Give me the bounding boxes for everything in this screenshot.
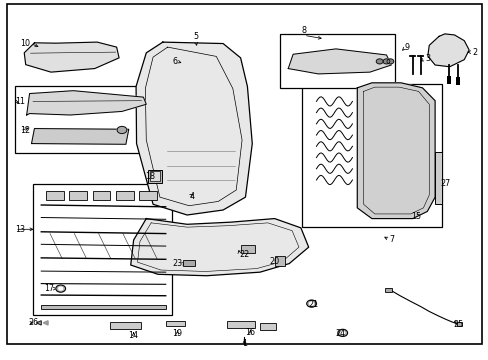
Text: 21: 21 — [308, 300, 318, 309]
Polygon shape — [427, 34, 468, 67]
Bar — [166, 321, 184, 327]
Polygon shape — [136, 42, 252, 215]
Text: 2: 2 — [471, 48, 476, 57]
Text: 10: 10 — [20, 39, 30, 48]
Text: 22: 22 — [239, 250, 249, 259]
Circle shape — [386, 59, 393, 64]
Text: 13: 13 — [15, 225, 25, 234]
Text: 17: 17 — [44, 284, 54, 293]
Text: 23: 23 — [172, 260, 182, 269]
Bar — [274, 256, 285, 266]
Bar — [456, 77, 459, 85]
Text: 3: 3 — [425, 54, 429, 63]
Text: 19: 19 — [172, 329, 182, 338]
Text: 5: 5 — [193, 32, 198, 41]
Circle shape — [59, 287, 62, 290]
Text: 12: 12 — [20, 126, 30, 135]
Bar — [46, 191, 63, 200]
Bar — [139, 191, 157, 200]
Text: 7: 7 — [388, 235, 394, 244]
Bar — [226, 321, 254, 328]
Text: 16: 16 — [245, 328, 255, 337]
Polygon shape — [24, 42, 119, 72]
Text: 8: 8 — [301, 26, 305, 35]
Circle shape — [309, 302, 313, 305]
Text: 9: 9 — [404, 43, 409, 52]
Circle shape — [337, 329, 347, 337]
Bar — [260, 323, 275, 330]
Polygon shape — [43, 321, 48, 325]
Bar — [15, 86, 156, 153]
Text: 1: 1 — [242, 339, 246, 348]
Circle shape — [375, 59, 382, 64]
Bar — [446, 76, 450, 84]
Text: 24: 24 — [335, 329, 345, 338]
Text: 27: 27 — [439, 179, 449, 188]
Circle shape — [340, 332, 344, 334]
Text: 15: 15 — [410, 212, 420, 221]
Bar — [279, 34, 394, 88]
Bar — [33, 184, 171, 315]
Polygon shape — [31, 129, 128, 144]
Bar — [150, 171, 160, 181]
Text: 4: 4 — [190, 192, 195, 201]
Bar — [148, 170, 162, 183]
Circle shape — [56, 285, 65, 292]
Bar — [434, 153, 441, 204]
Text: 14: 14 — [128, 331, 139, 340]
Polygon shape — [36, 321, 41, 325]
Polygon shape — [130, 219, 308, 276]
Bar — [93, 191, 110, 200]
Bar — [457, 322, 461, 327]
Polygon shape — [357, 83, 434, 219]
Text: 26: 26 — [28, 318, 38, 327]
Polygon shape — [27, 91, 146, 115]
Bar — [116, 191, 133, 200]
Bar — [69, 191, 87, 200]
Text: 18: 18 — [145, 172, 155, 181]
Text: 20: 20 — [269, 257, 279, 266]
Bar — [41, 305, 165, 309]
Text: 11: 11 — [15, 97, 25, 106]
Circle shape — [117, 126, 126, 134]
Bar — [240, 246, 255, 253]
Bar — [109, 322, 141, 329]
Text: 6: 6 — [172, 57, 177, 66]
Circle shape — [382, 59, 389, 64]
Polygon shape — [287, 49, 390, 74]
Bar — [183, 260, 195, 266]
Text: 25: 25 — [452, 320, 463, 329]
Bar — [384, 288, 391, 292]
Bar — [301, 84, 441, 227]
Circle shape — [306, 300, 316, 307]
